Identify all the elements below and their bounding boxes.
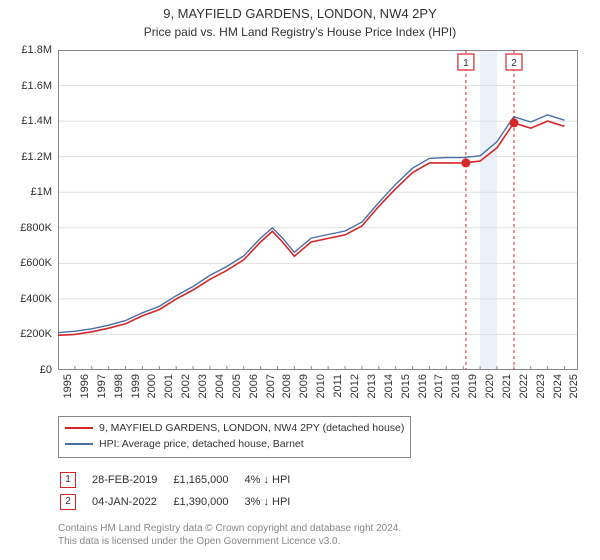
x-tick-label: 2010 <box>315 374 327 398</box>
sale-pct: 4% ↓ HPI <box>245 470 305 490</box>
sale-price: £1,390,000 <box>173 492 242 512</box>
sale-marker-icon: 1 <box>60 472 76 488</box>
legend-item: HPI: Average price, detached house, Barn… <box>65 437 404 453</box>
footnote: Contains HM Land Registry data © Crown c… <box>58 522 578 548</box>
x-tick-label: 2019 <box>467 374 479 398</box>
x-tick-label: 2018 <box>450 374 462 398</box>
sale-date: 04-JAN-2022 <box>92 492 171 512</box>
legend-label: 9, MAYFIELD GARDENS, LONDON, NW4 2PY (de… <box>99 422 404 434</box>
y-tick-label: £1M <box>31 186 52 198</box>
y-tick-label: £800K <box>20 222 52 234</box>
x-tick-label: 2014 <box>383 374 395 398</box>
legend-and-footer: 9, MAYFIELD GARDENS, LONDON, NW4 2PY (de… <box>58 416 578 548</box>
x-tick-label: 2009 <box>298 374 310 398</box>
x-tick-label: 2004 <box>214 374 226 398</box>
sale-date: 28-FEB-2019 <box>92 470 171 490</box>
legend-swatch <box>65 427 93 429</box>
x-tick-label: 1998 <box>113 374 125 398</box>
chart-svg: 12 <box>58 50 578 370</box>
x-tick-label: 2022 <box>518 374 530 398</box>
chart-subtitle: Price paid vs. HM Land Registry's House … <box>0 23 600 39</box>
x-tick-label: 2021 <box>501 374 513 398</box>
x-tick-label: 1996 <box>79 374 91 398</box>
y-tick-label: £600K <box>20 257 52 269</box>
x-tick-label: 2005 <box>231 374 243 398</box>
y-tick-label: £1.4M <box>21 115 52 127</box>
y-tick-label: £1.2M <box>21 151 52 163</box>
sale-pct: 3% ↓ HPI <box>245 492 305 512</box>
x-tick-label: 2003 <box>197 374 209 398</box>
x-tick-label: 2017 <box>433 374 445 398</box>
sale-price: £1,165,000 <box>173 470 242 490</box>
x-tick-label: 2002 <box>180 374 192 398</box>
x-tick-label: 2012 <box>349 374 361 398</box>
legend-swatch <box>65 443 93 445</box>
y-tick-label: £1.6M <box>21 80 52 92</box>
x-tick-label: 2006 <box>248 374 260 398</box>
y-tick-label: £400K <box>20 293 52 305</box>
x-tick-label: 1999 <box>130 374 142 398</box>
svg-text:1: 1 <box>463 58 469 69</box>
legend: 9, MAYFIELD GARDENS, LONDON, NW4 2PY (de… <box>58 416 411 458</box>
x-tick-label: 2008 <box>281 374 293 398</box>
y-tick-label: £200K <box>20 328 52 340</box>
legend-item: 9, MAYFIELD GARDENS, LONDON, NW4 2PY (de… <box>65 421 404 437</box>
y-tick-label: £1.8M <box>21 44 52 56</box>
sale-marker-icon: 2 <box>60 494 76 510</box>
x-tick-label: 2001 <box>163 374 175 398</box>
x-tick-label: 2000 <box>146 374 158 398</box>
x-tick-label: 2020 <box>484 374 496 398</box>
x-tick-label: 2007 <box>265 374 277 398</box>
sale-row: 1 28-FEB-2019£1,165,0004% ↓ HPI <box>60 470 304 490</box>
x-tick-label: 1997 <box>96 374 108 398</box>
x-tick-label: 2011 <box>332 374 344 398</box>
svg-text:2: 2 <box>511 58 517 69</box>
x-tick-label: 2023 <box>535 374 547 398</box>
legend-label: HPI: Average price, detached house, Barn… <box>99 438 304 450</box>
x-tick-label: 2013 <box>366 374 378 398</box>
x-tick-label: 1995 <box>62 374 74 398</box>
x-tick-label: 2024 <box>552 374 564 398</box>
footnote-line1: Contains HM Land Registry data © Crown c… <box>58 522 578 535</box>
x-tick-label: 2015 <box>400 374 412 398</box>
chart-title: 9, MAYFIELD GARDENS, LONDON, NW4 2PY <box>0 0 600 23</box>
sale-row: 2 04-JAN-2022£1,390,0003% ↓ HPI <box>60 492 304 512</box>
sales-table: 1 28-FEB-2019£1,165,0004% ↓ HPI 2 04-JAN-20… <box>58 468 306 514</box>
x-tick-label: 2016 <box>417 374 429 398</box>
footnote-line2: This data is licensed under the Open Gov… <box>58 535 578 548</box>
chart-area: 12 £0£200K£400K£600K£800K£1M£1.2M£1.4M£1… <box>58 50 578 370</box>
y-tick-label: £0 <box>40 364 52 376</box>
x-tick-label: 2025 <box>568 374 580 398</box>
